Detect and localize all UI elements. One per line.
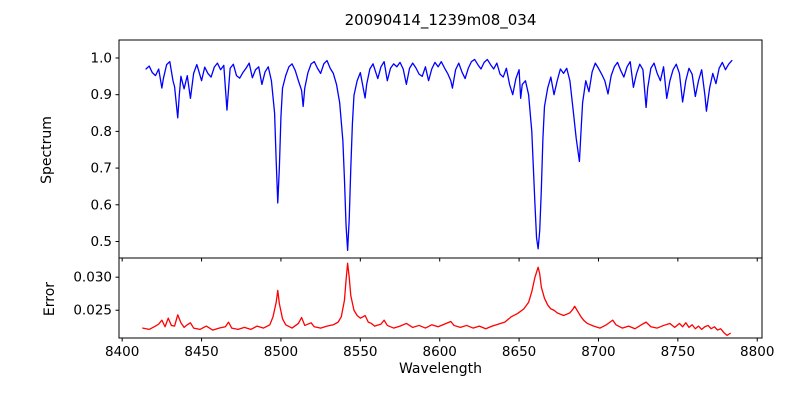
- x-tick-label: 8550: [343, 344, 377, 360]
- spectrum-line: [145, 58, 733, 251]
- spectrum-y-tick-label: 0.9: [91, 87, 112, 103]
- error-line: [142, 262, 731, 337]
- x-axis-label: Wavelength: [398, 361, 483, 377]
- spectrum-panel-border: [118, 39, 763, 259]
- error-panel-border: [118, 257, 763, 339]
- spectrum-y-tick-label: 1.0: [91, 50, 112, 66]
- x-tick-label: 8450: [184, 344, 218, 360]
- x-tick-label: 8650: [502, 344, 536, 360]
- spectrum-y-tick-label: 0.7: [91, 161, 112, 177]
- spectrum-y-tick-label: 0.8: [91, 124, 112, 140]
- x-tick-label: 8750: [661, 344, 695, 360]
- x-tick-label: 8800: [740, 344, 774, 360]
- x-tick-label: 8500: [264, 344, 298, 360]
- x-tick-label: 8700: [581, 344, 615, 360]
- chart-title: 20090414_1239m08_034: [344, 11, 537, 29]
- error-y-tick-label: 0.030: [73, 270, 112, 286]
- spectrum-y-tick-label: 0.6: [91, 197, 112, 213]
- error-y-tick-label: 0.025: [73, 303, 112, 319]
- spectrum-y-tick-label: 0.5: [91, 234, 112, 250]
- x-tick-label: 8400: [105, 344, 139, 360]
- x-tick-label: 8600: [423, 344, 457, 360]
